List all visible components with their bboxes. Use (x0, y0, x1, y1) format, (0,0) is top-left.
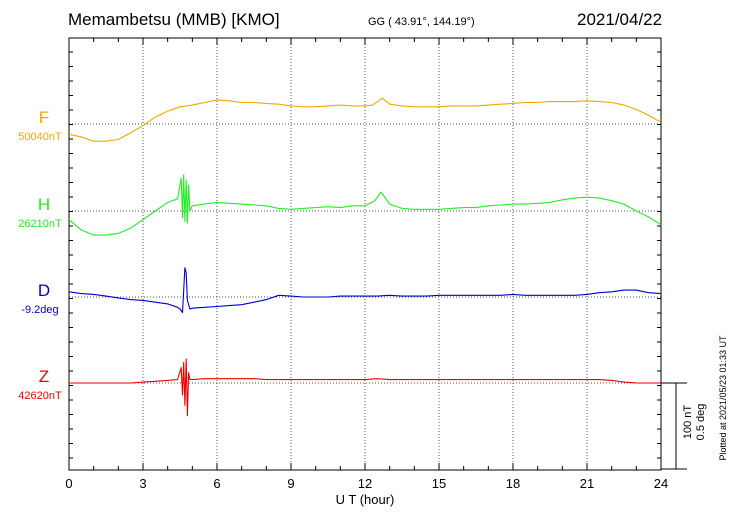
scale-bar-nt-label: 100 nT (682, 404, 694, 440)
station-title: Memambetsu (MMB) [KMO] (68, 10, 280, 29)
x-tick-label: 9 (287, 476, 294, 491)
x-tick-label: 3 (139, 476, 146, 491)
observation-date: 2021/04/22 (577, 10, 663, 29)
series-d-baseline: -9.2deg (21, 304, 58, 316)
x-tick-label: 6 (213, 476, 220, 491)
series-h-name: H (38, 195, 50, 214)
series-d-line (68, 267, 662, 314)
x-axis-label: U T (hour) (336, 492, 395, 507)
series-z-baseline: 42620nT (18, 390, 62, 402)
x-tick-label: 18 (506, 476, 520, 491)
series-f-name: F (39, 108, 49, 127)
series-h-line (68, 174, 662, 236)
x-tick-label: 12 (358, 476, 372, 491)
x-tick-label: 21 (580, 476, 594, 491)
series-f-line (68, 97, 662, 142)
x-tick-label: 0 (65, 476, 72, 491)
series-z-name: Z (39, 367, 49, 386)
x-tick-label: 24 (654, 476, 668, 491)
x-tick-label: 15 (432, 476, 446, 491)
series-d-name: D (38, 281, 50, 300)
plotted-timestamp: Plotted at 2021/05/23 01:33 UT (718, 335, 728, 461)
series-z-line (69, 358, 661, 417)
scale-bar-deg-label: 0.5 deg (695, 403, 707, 441)
series-h-baseline: 26210nT (18, 218, 62, 230)
geographic-coordinates: GG ( 43.91°, 144.19°) (368, 16, 475, 28)
series-f-baseline: 50040nT (18, 131, 62, 143)
